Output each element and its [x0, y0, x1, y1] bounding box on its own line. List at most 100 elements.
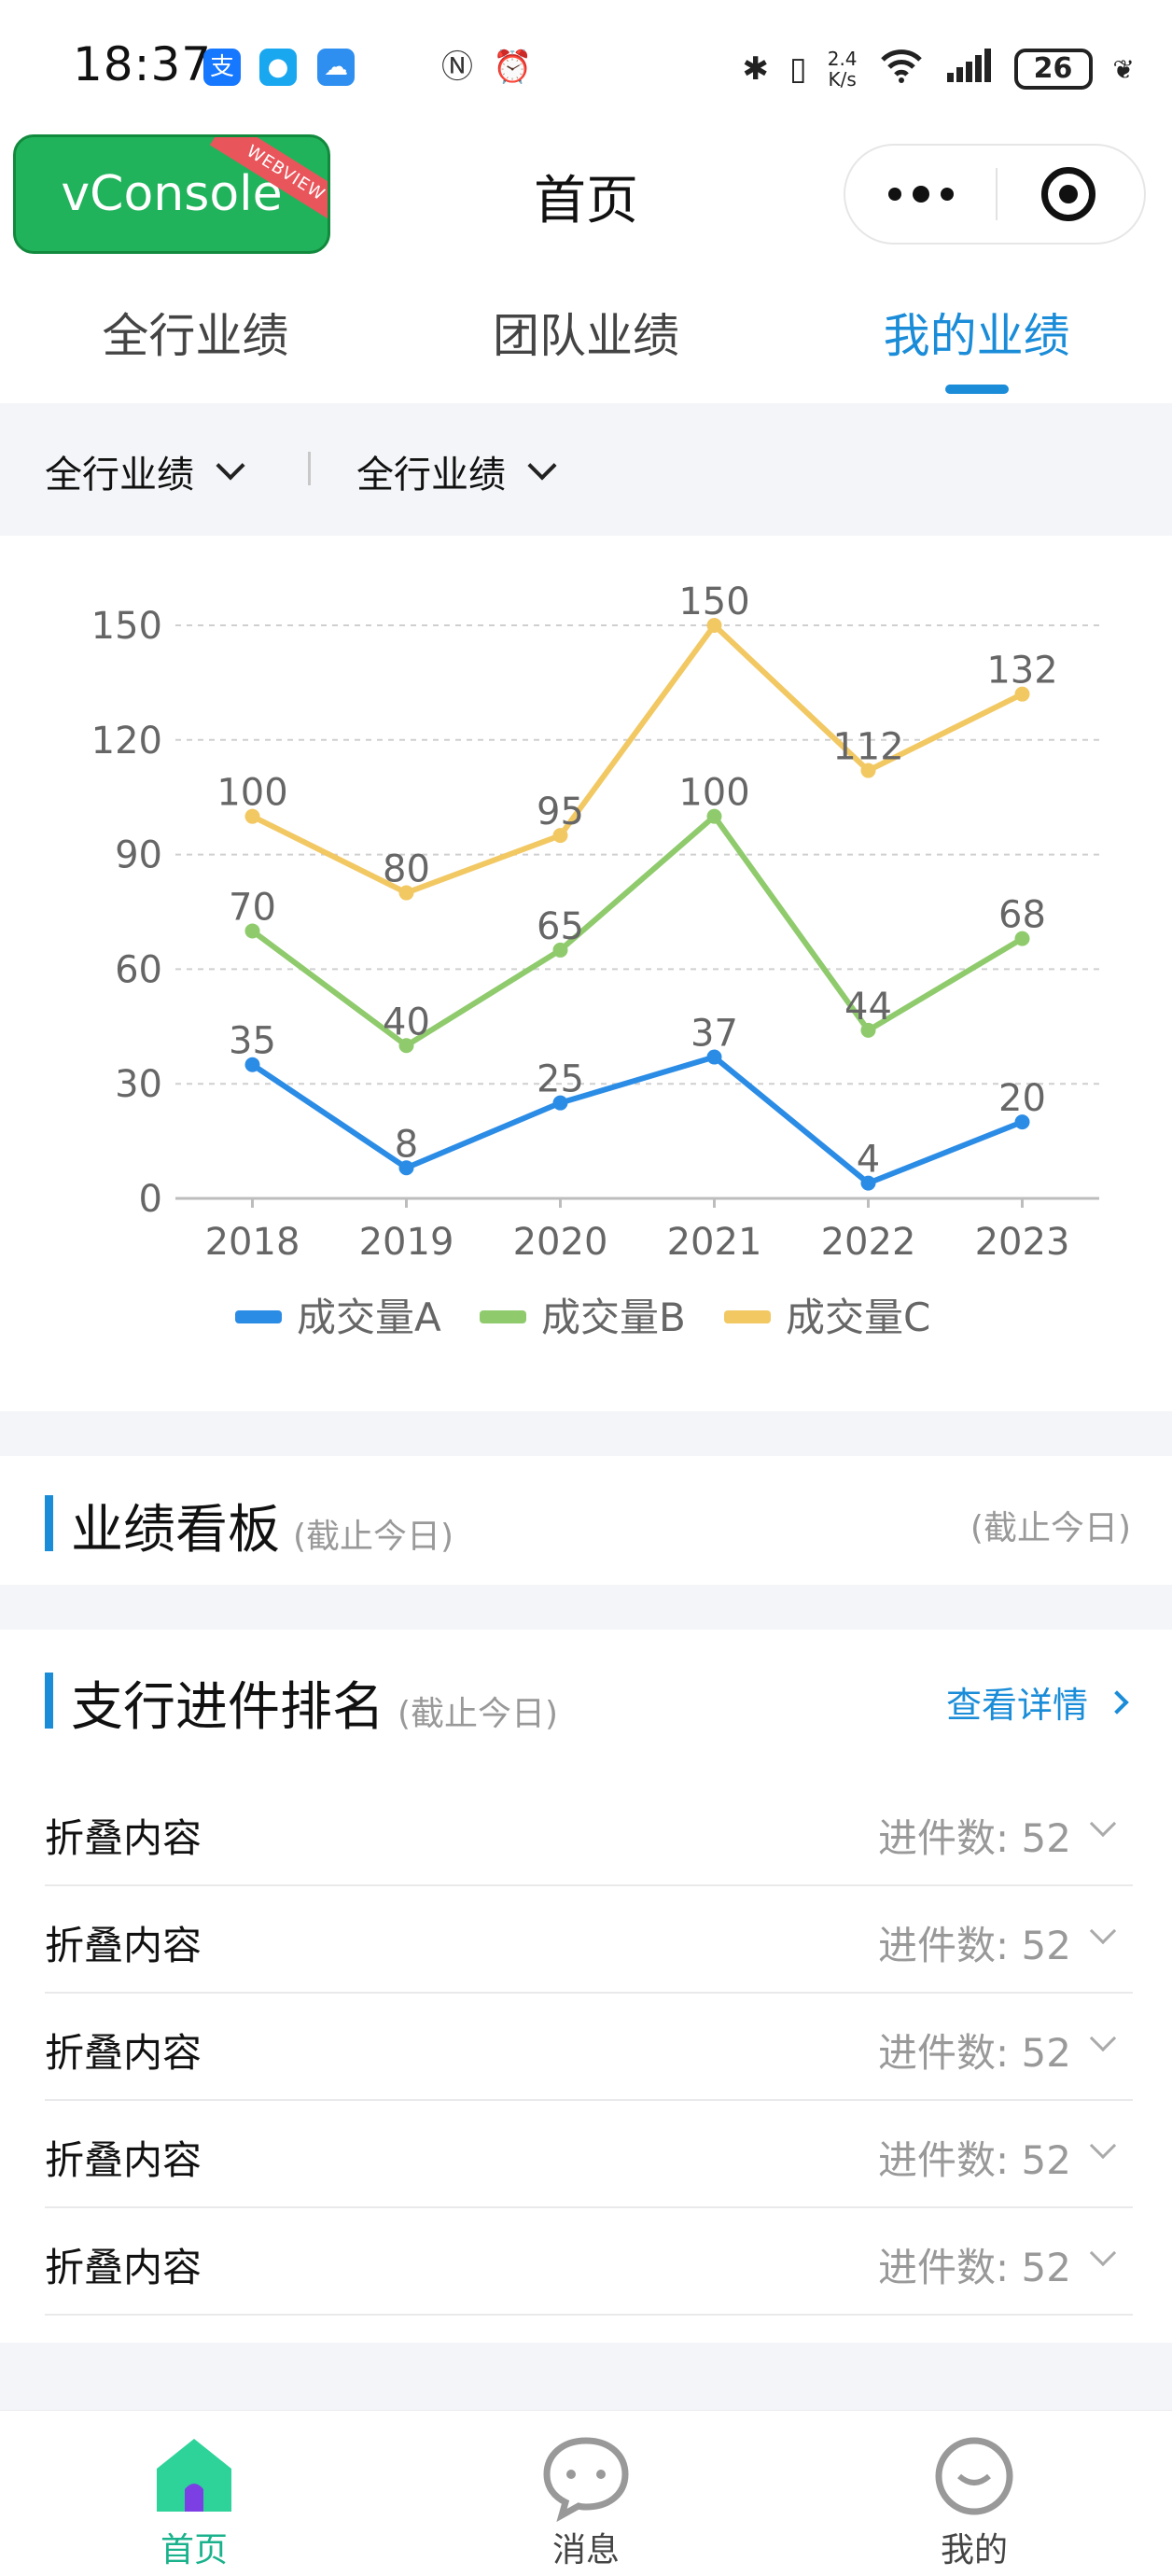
tab-team-performance[interactable]: 团队业绩	[493, 309, 679, 363]
legend-swatch	[724, 1310, 771, 1323]
view-details-link[interactable]: 查看详情	[945, 1676, 1129, 1728]
tabbar-profile[interactable]: 我的	[881, 2429, 1067, 2569]
nav-bar: vConsole WEBVIEW 首页	[0, 131, 1172, 261]
row-label: 折叠内容	[45, 1923, 202, 1968]
row-count: 进件数: 52	[878, 2245, 1071, 2290]
vconsole-button[interactable]: vConsole WEBVIEW	[13, 134, 330, 254]
legend-label: 成交量B	[541, 1295, 686, 1340]
section-gap	[0, 1585, 1172, 1630]
section-gap	[0, 1411, 1172, 1456]
more-menu-button[interactable]	[845, 146, 997, 243]
ranking-row[interactable]: 折叠内容 进件数: 52	[45, 1779, 1133, 1886]
data-label: 132	[986, 650, 1057, 693]
data-label: 35	[229, 1020, 276, 1063]
ranking-header: 支行进件排名 (截止今日)	[45, 1665, 558, 1741]
data-point	[1014, 686, 1030, 702]
wifi-icon	[878, 47, 925, 92]
board-title: 业绩看板	[71, 1500, 280, 1561]
battery-indicator: 26	[1013, 49, 1093, 90]
board-note: (截止今日)	[970, 1509, 1131, 1547]
data-point	[860, 763, 876, 778]
chevron-down-icon	[1089, 1810, 1117, 1838]
filter-dropdown-2[interactable]: 全行业绩	[356, 444, 557, 498]
legend-label: 成交量C	[786, 1295, 930, 1340]
tab-bank-performance[interactable]: 全行业绩	[102, 309, 289, 363]
line-chart: 0 30 60 90 120 150 2018 2019 2020 2021 2022 2023 35 8…	[0, 536, 1172, 1411]
data-label: 4	[857, 1139, 880, 1182]
row-label: 折叠内容	[45, 2137, 202, 2183]
title-accent-bar	[45, 1495, 53, 1551]
y-tick-label: 30	[115, 1063, 162, 1106]
chat-app-icon: ●	[259, 49, 297, 86]
chevron-down-icon	[527, 451, 557, 481]
leaf-icon: ❦	[1112, 53, 1135, 85]
tabbar-messages[interactable]: 消息	[493, 2429, 679, 2569]
data-label: 65	[537, 905, 584, 948]
ranking-list: 折叠内容 进件数: 52 折叠内容 进件数: 52 折叠内容 进件数: 52 折…	[45, 1779, 1133, 2316]
bottom-tab-bar: 首页 消息 我的	[0, 2410, 1172, 2576]
view-details-label: 查看详情	[945, 1685, 1088, 1726]
ranking-subtitle: (截止今日)	[398, 1695, 559, 1733]
row-count: 进件数: 52	[878, 1923, 1071, 1968]
row-label: 折叠内容	[45, 1815, 202, 1861]
legend-swatch	[480, 1310, 526, 1323]
chevron-down-icon	[1089, 2239, 1117, 2267]
mini-program-capsule	[844, 144, 1146, 245]
section-gap	[0, 2343, 1172, 2410]
data-point	[398, 885, 414, 901]
chevron-down-icon	[1089, 2024, 1117, 2052]
tabbar-label: 我的	[940, 2531, 1008, 2569]
data-point	[244, 808, 260, 824]
y-tick-label: 60	[115, 948, 162, 991]
capsule-divider	[996, 168, 998, 220]
weather-app-icon: ☁	[317, 49, 355, 86]
more-dot-icon	[888, 188, 901, 201]
home-icon	[157, 2439, 231, 2512]
series-line	[251, 623, 1024, 896]
data-label: 40	[383, 1001, 430, 1043]
data-label: 150	[678, 581, 749, 623]
data-point	[552, 828, 568, 844]
data-point	[706, 1049, 722, 1065]
profile-icon	[935, 2437, 1013, 2515]
status-bar: 18:37 支 ● ☁ Ⓝ ⏰ ✱ ▯ 2.4 K/s 26 ❦	[0, 0, 1172, 131]
filter-label: 全行业绩	[356, 454, 506, 497]
x-tick-label: 2021	[667, 1221, 762, 1264]
data-label: 25	[537, 1058, 584, 1101]
legend-label: 成交量A	[297, 1295, 441, 1340]
tabbar-home[interactable]: 首页	[101, 2429, 287, 2569]
x-tick-label: 2022	[821, 1221, 916, 1264]
close-target-icon[interactable]	[1041, 167, 1095, 221]
alipay-icon: 支	[203, 49, 241, 86]
ranking-row[interactable]: 折叠内容 进件数: 52	[45, 2208, 1133, 2316]
row-count: 进件数: 52	[878, 2030, 1071, 2076]
data-point	[706, 618, 722, 633]
bluetooth-icon: ✱	[742, 50, 770, 88]
chevron-down-icon	[1089, 2132, 1117, 2160]
series-line	[250, 813, 1025, 1049]
chevron-right-icon	[1105, 1689, 1129, 1715]
more-dot-icon	[941, 188, 954, 201]
line-chart-svg: 0 30 60 90 120 150 2018 2019 2020 2021 2022 2023 35 8…	[91, 581, 1099, 1340]
performance-tabs: 全行业绩 团队业绩 我的业绩	[0, 280, 1172, 401]
data-point	[552, 1095, 568, 1111]
ranking-row[interactable]: 折叠内容 进件数: 52	[45, 1994, 1133, 2101]
nfc-icon: Ⓝ	[441, 49, 473, 86]
data-label: 80	[383, 848, 430, 891]
ranking-row[interactable]: 折叠内容 进件数: 52	[45, 1886, 1133, 1994]
data-label: 8	[395, 1123, 418, 1166]
tab-my-performance[interactable]: 我的业绩	[781, 280, 1172, 401]
data-point	[552, 942, 568, 958]
data-point	[860, 1022, 876, 1038]
board-header: 业绩看板 (截止今日)	[45, 1488, 453, 1563]
performance-board-card: 业绩看板 (截止今日) (截止今日)	[0, 1456, 1172, 1585]
data-point	[244, 1057, 260, 1072]
data-point	[860, 1175, 876, 1191]
ranking-row[interactable]: 折叠内容 进件数: 52	[45, 2101, 1133, 2208]
data-label: 70	[229, 886, 276, 929]
filter-dropdown-1[interactable]: 全行业绩	[45, 444, 245, 498]
data-label: 112	[832, 726, 903, 769]
vibrate-icon: ▯	[789, 50, 807, 88]
legend-swatch	[235, 1310, 282, 1323]
alarm-icon: ⏰	[493, 49, 533, 86]
